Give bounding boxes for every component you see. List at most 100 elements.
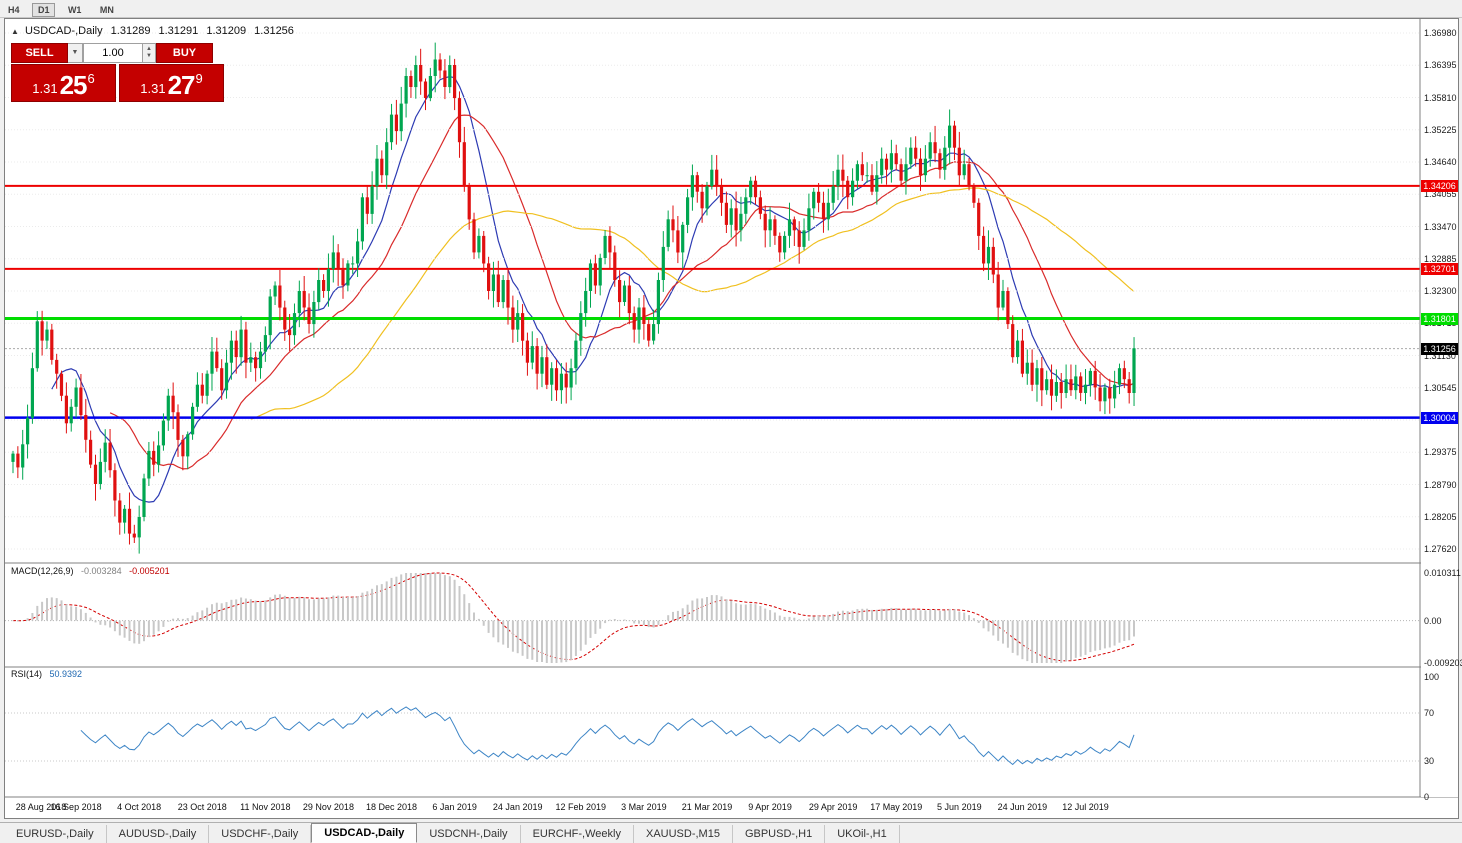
price-tick-label: 1.34640 xyxy=(1424,157,1457,167)
level-price-badge: 1.30004 xyxy=(1421,411,1458,424)
symbol-tab-usdcnh[interactable]: USDCNH-,Daily xyxy=(417,825,521,843)
symbol-tab-ukoil[interactable]: UKOil-,H1 xyxy=(825,825,900,843)
buy-price-box[interactable]: 1.31 27 9 xyxy=(119,64,224,102)
buy-price-pips: 27 xyxy=(167,70,196,100)
date-label: 5 Jun 2019 xyxy=(937,802,982,812)
date-label: 17 May 2019 xyxy=(870,802,923,812)
rsi-scale-label: 100 xyxy=(1424,672,1440,682)
price-tick-label: 1.28790 xyxy=(1424,479,1457,490)
symbol-tab-xauusd[interactable]: XAUUSD-,M15 xyxy=(634,825,733,843)
spinner-down-icon[interactable]: ▼ xyxy=(146,53,152,59)
symbol-tab-audusd[interactable]: AUDUSD-,Daily xyxy=(107,825,210,843)
date-label: 24 Jan 2019 xyxy=(492,802,543,812)
date-label: 18 Dec 2018 xyxy=(366,802,418,812)
price-tick-label: 1.36395 xyxy=(1424,60,1457,71)
sma-mid-line xyxy=(109,114,1135,470)
buy-button[interactable]: BUY xyxy=(156,43,213,63)
price-tick-label: 1.30545 xyxy=(1424,382,1457,393)
volume-spinner[interactable]: ▲ ▼ xyxy=(143,43,156,63)
sma-fast-line xyxy=(51,75,1135,503)
chart-collapse-icon[interactable]: ▲ xyxy=(11,27,19,36)
one-click-trading-panel: SELL ▼ ▲▼ BUY 1.31 25 6 1.31 27 9 xyxy=(11,43,227,102)
symbol-tab-usdchf[interactable]: USDCHF-,Daily xyxy=(209,825,312,843)
ohlc-open: 1.31289 xyxy=(110,25,151,37)
level-price-badge: 1.32701 xyxy=(1421,262,1458,275)
macd-signal-value: -0.005201 xyxy=(129,566,170,576)
price-tick-label: 1.35225 xyxy=(1424,124,1457,135)
rsi-scale-label: 0 xyxy=(1424,792,1430,802)
symbol-tab-usdcad[interactable]: USDCAD-,Daily xyxy=(311,823,418,843)
ohlc-high: 1.31291 xyxy=(158,25,199,37)
date-label: 28 Aug 2018 xyxy=(15,802,67,812)
timeframe-toolbar: H4 D1 W1 MN xyxy=(0,0,1462,18)
macd-name: MACD(12,26,9) xyxy=(11,566,74,576)
price-grid xyxy=(5,32,1420,550)
current-price-badge: 1.31256 xyxy=(1421,342,1458,355)
price-tick-label: 1.32885 xyxy=(1424,253,1457,264)
date-label: 4 Oct 2018 xyxy=(117,802,162,812)
date-label: 9 Apr 2019 xyxy=(748,802,792,812)
macd-scale-label: 0.010311 xyxy=(1424,568,1461,578)
symbol-tab-eurusd[interactable]: EURUSD-,Daily xyxy=(4,825,107,843)
level-price-badge: 1.34206 xyxy=(1421,179,1458,192)
ohlc-close: 1.31256 xyxy=(254,25,294,37)
symbol-tab-gbpusd[interactable]: GBPUSD-,H1 xyxy=(733,825,826,843)
date-label: 3 Mar 2019 xyxy=(621,802,667,812)
sell-price-pips: 25 xyxy=(59,70,88,100)
date-label: 24 Jun 2019 xyxy=(997,802,1048,812)
macd-histogram xyxy=(12,573,1135,663)
rsi-name: RSI(14) xyxy=(11,669,43,679)
price-tick-label: 1.27620 xyxy=(1424,544,1457,554)
price-tick-label: 1.31130 xyxy=(1424,350,1456,361)
rsi-value: 50.9392 xyxy=(49,669,83,679)
ohlc-low: 1.31209 xyxy=(206,25,247,37)
buy-price-point: 9 xyxy=(195,71,203,86)
candles-series xyxy=(11,42,1136,554)
sma-slow-line xyxy=(250,187,1135,420)
price-tick-label: 1.28205 xyxy=(1424,511,1457,522)
price-tick-label: 1.35810 xyxy=(1424,92,1457,103)
date-label: 21 Mar 2019 xyxy=(681,802,733,812)
date-label: 12 Jul 2019 xyxy=(1062,802,1109,812)
timeframe-h4-button[interactable]: H4 xyxy=(8,5,20,15)
macd-indicator-label: MACD(12,26,9) -0.003284 -0.005201 xyxy=(11,566,170,576)
price-tick-label: 1.33470 xyxy=(1424,221,1457,232)
date-label: 29 Nov 2018 xyxy=(302,802,354,812)
timeframe-d1-button[interactable]: D1 xyxy=(31,3,56,17)
date-label: 29 Apr 2019 xyxy=(808,802,858,812)
price-scale[interactable]: 1.36980 1.36395 1.35810 1.35225 1.34640 1.340… xyxy=(1421,19,1462,802)
sell-price-point: 6 xyxy=(87,71,95,86)
spinner-up-icon[interactable]: ▲ xyxy=(146,46,152,52)
rsi-indicator-label: RSI(14) 50.9392 xyxy=(11,669,82,679)
price-tick-label: 1.36980 xyxy=(1424,28,1457,38)
macd-scale-label: -0.009203 xyxy=(1424,658,1462,668)
sell-price-box[interactable]: 1.31 25 6 xyxy=(11,64,116,102)
chart-window: ▲ USDCAD-,Daily 1.31289 1.31291 1.31209 … xyxy=(4,18,1462,819)
rsi-scale-label: 30 xyxy=(1424,756,1435,766)
macd-scale-label: 0.00 xyxy=(1424,615,1442,626)
volume-input[interactable] xyxy=(83,43,143,63)
symbol-tab-bar: EURUSD-,Daily AUDUSD-,Daily USDCHF-,Daily U… xyxy=(0,822,1462,843)
buy-price-figure: 1.31 xyxy=(140,81,166,96)
macd-signal-line xyxy=(12,572,1135,662)
chart-symbol-label: USDCAD-,Daily xyxy=(24,25,103,37)
date-label: 12 Feb 2019 xyxy=(555,802,607,812)
timeframe-mn-button[interactable]: MN xyxy=(99,5,114,15)
price-tick-label: 1.29375 xyxy=(1424,447,1457,458)
rsi-scale-label: 70 xyxy=(1424,708,1435,718)
level-price-badge: 1.31801 xyxy=(1421,312,1458,325)
date-label: 11 Nov 2018 xyxy=(240,802,291,812)
date-label: 16 Sep 2018 xyxy=(50,802,102,812)
price-tick-label: 1.32300 xyxy=(1424,286,1457,296)
time-axis[interactable]: 28 Aug 2018 16 Sep 2018 4 Oct 2018 23 Oct 2… xyxy=(5,798,1420,818)
chart-title: ▲ USDCAD-,Daily 1.31289 1.31291 1.31209 … xyxy=(11,25,294,37)
chart-canvas[interactable] xyxy=(5,19,1458,818)
timeframe-w1-button[interactable]: W1 xyxy=(67,5,82,15)
volume-dropdown-arrow-icon[interactable]: ▼ xyxy=(68,43,83,63)
price-tick-label: 1.34055 xyxy=(1424,189,1457,200)
date-label: 6 Jan 2019 xyxy=(432,802,477,812)
symbol-tab-eurchf[interactable]: EURCHF-,Weekly xyxy=(521,825,634,843)
rsi-line xyxy=(80,706,1135,766)
sell-button[interactable]: SELL xyxy=(11,43,68,63)
